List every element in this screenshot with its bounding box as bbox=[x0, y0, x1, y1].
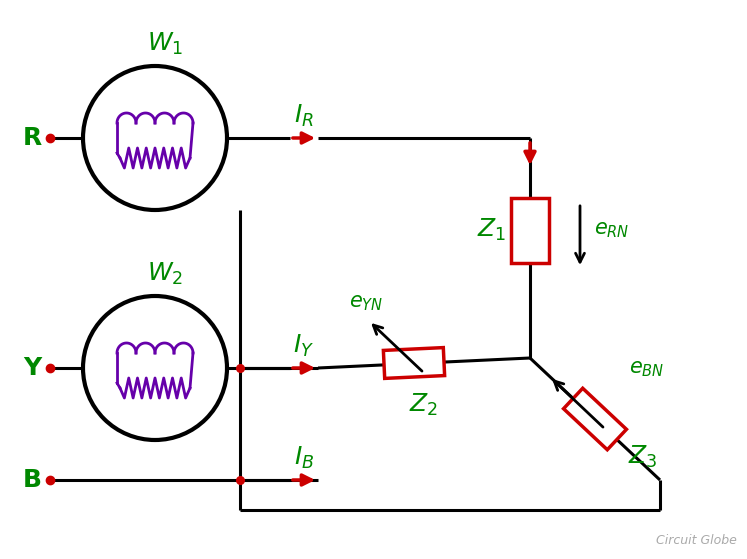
Text: $Z_3$: $Z_3$ bbox=[628, 444, 657, 470]
Circle shape bbox=[83, 296, 227, 440]
Text: $I_R$: $I_R$ bbox=[294, 103, 314, 129]
Text: R: R bbox=[22, 126, 42, 150]
Text: $e_{YN}$: $e_{YN}$ bbox=[349, 293, 383, 313]
Text: B: B bbox=[22, 468, 42, 492]
Text: $W_2$: $W_2$ bbox=[147, 261, 183, 287]
Text: Circuit Globe: Circuit Globe bbox=[656, 534, 737, 547]
Text: $e_{BN}$: $e_{BN}$ bbox=[629, 359, 665, 379]
Polygon shape bbox=[563, 389, 627, 450]
Text: $Z_2$: $Z_2$ bbox=[409, 392, 438, 418]
Polygon shape bbox=[383, 348, 444, 378]
Text: $I_Y$: $I_Y$ bbox=[294, 333, 314, 359]
Text: $e_{RN}$: $e_{RN}$ bbox=[594, 220, 630, 240]
Text: $I_B$: $I_B$ bbox=[294, 445, 314, 471]
Text: $W_1$: $W_1$ bbox=[147, 31, 183, 57]
Text: $Z_1$: $Z_1$ bbox=[477, 217, 506, 243]
Circle shape bbox=[83, 66, 227, 210]
Bar bbox=[511, 198, 549, 263]
Text: Y: Y bbox=[23, 356, 41, 380]
